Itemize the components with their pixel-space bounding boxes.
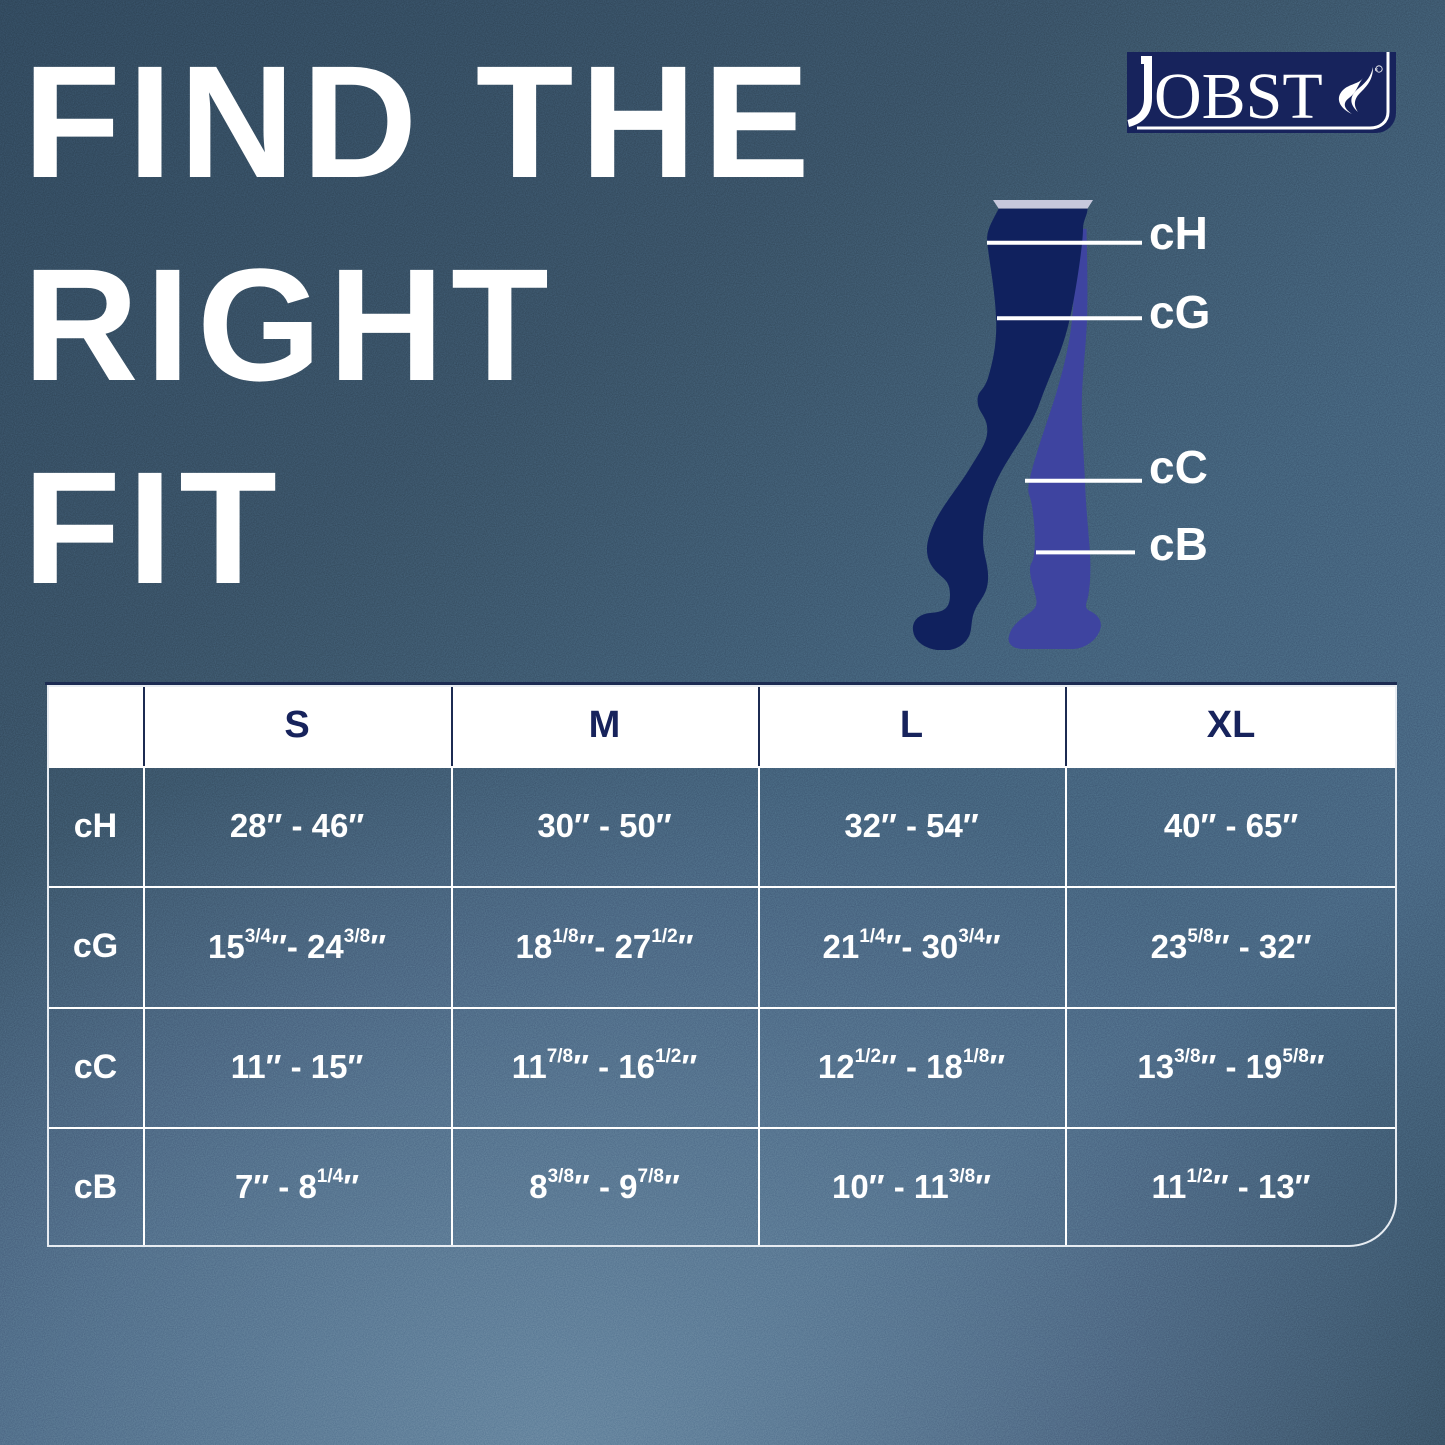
svg-text:OBST: OBST [1154,60,1323,133]
svg-text:R: R [1375,67,1378,72]
